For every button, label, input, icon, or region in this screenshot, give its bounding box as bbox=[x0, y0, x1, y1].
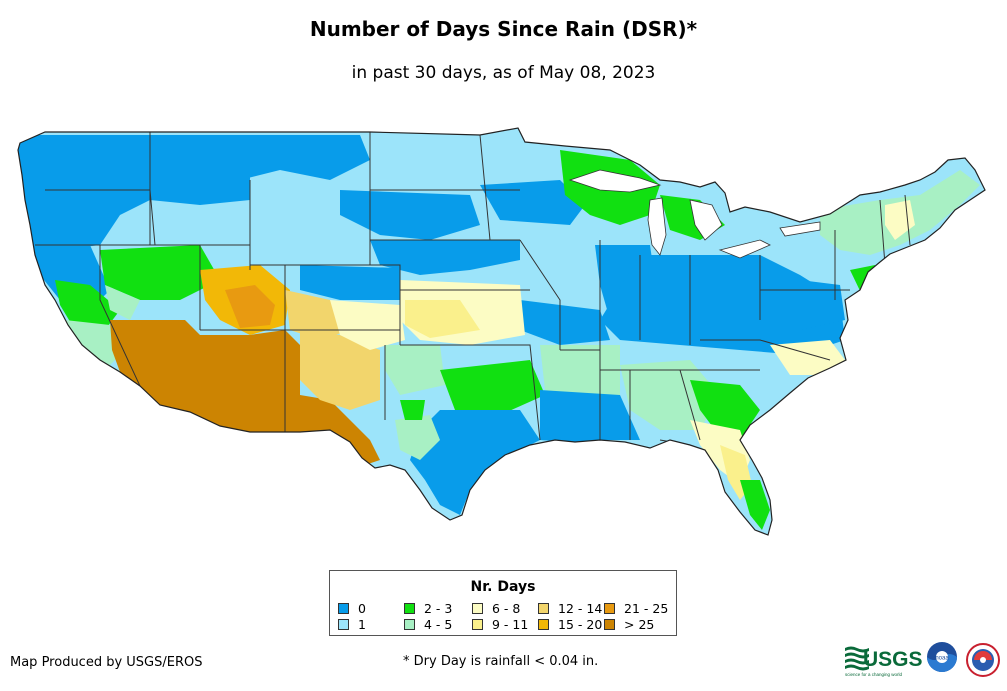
legend-swatch bbox=[404, 603, 415, 614]
usgs-tagline: science for a changing world bbox=[845, 672, 903, 677]
legend-label: 15 - 20 bbox=[558, 617, 603, 632]
lake-erie bbox=[718, 239, 771, 259]
legend-item-2-3: 2 - 3 bbox=[404, 601, 452, 616]
legend-item-6-8: 6 - 8 bbox=[472, 601, 520, 616]
legend-item-1: 1 bbox=[338, 617, 366, 632]
legend-title: Nr. Days bbox=[470, 579, 536, 595]
legend-label: 4 - 5 bbox=[424, 617, 453, 632]
agency-logos: USGS science for a changing world noaa bbox=[845, 642, 1000, 677]
lake-michigan bbox=[647, 197, 667, 256]
map-credit: Map Produced by USGS/EROS bbox=[10, 655, 203, 670]
map-title: Number of Days Since Rain (DSR)* bbox=[309, 17, 698, 41]
legend-label: 0 bbox=[358, 601, 366, 616]
nws-logo bbox=[966, 643, 1000, 677]
dry-day-footnote: * Dry Day is rainfall < 0.04 in. bbox=[403, 654, 599, 669]
legend-swatch bbox=[604, 603, 615, 614]
legend-label: 6 - 8 bbox=[492, 601, 521, 616]
legend-item-4-5: 4 - 5 bbox=[404, 617, 452, 632]
legend-swatch bbox=[472, 603, 483, 614]
map-subtitle: in past 30 days, as of May 08, 2023 bbox=[351, 63, 656, 83]
legend-swatch bbox=[604, 619, 615, 630]
legend-item-over-25: > 25 bbox=[604, 617, 654, 632]
legend-item-15-20: 15 - 20 bbox=[538, 617, 602, 632]
legend-label: 2 - 3 bbox=[424, 601, 453, 616]
legend-swatch bbox=[538, 619, 549, 630]
usgs-logo: USGS science for a changing world bbox=[845, 646, 923, 677]
legend-swatch bbox=[338, 603, 349, 614]
legend-swatch bbox=[472, 619, 483, 630]
legend-swatch bbox=[404, 619, 415, 630]
legend-item-21-25: 21 - 25 bbox=[604, 601, 668, 616]
dsr-map bbox=[17, 127, 986, 536]
noaa-logo: noaa bbox=[927, 642, 957, 672]
legend-label: 1 bbox=[358, 617, 366, 632]
map-legend: Nr. Days 0 1 2 - 3 4 - 5 6 - 8 9 - 11 12… bbox=[329, 570, 677, 636]
legend-label: > 25 bbox=[624, 617, 655, 632]
legend-label: 9 - 11 bbox=[492, 617, 529, 632]
legend-label: 21 - 25 bbox=[624, 601, 669, 616]
legend-label: 12 - 14 bbox=[558, 601, 603, 616]
legend-swatch bbox=[338, 619, 349, 630]
lake-ontario bbox=[779, 221, 821, 237]
noaa-wordmark: noaa bbox=[935, 656, 949, 662]
lake-superior bbox=[568, 169, 662, 193]
legend-swatch bbox=[538, 603, 549, 614]
usgs-wordmark: USGS bbox=[863, 648, 923, 671]
legend-item-0: 0 bbox=[338, 601, 366, 616]
legend-item-9-11: 9 - 11 bbox=[472, 617, 528, 632]
legend-item-12-14: 12 - 14 bbox=[538, 601, 602, 616]
lake-huron bbox=[689, 199, 723, 241]
